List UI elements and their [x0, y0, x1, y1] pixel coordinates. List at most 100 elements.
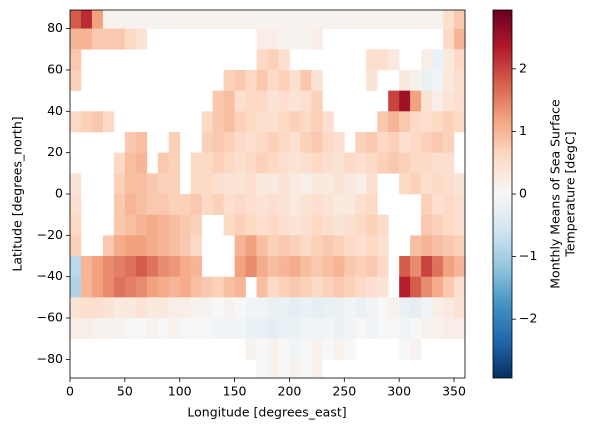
heatmap-cell: [333, 256, 345, 277]
heatmap-cell: [234, 131, 246, 153]
heatmap-cell: [135, 318, 148, 340]
heatmap-cell: [300, 69, 312, 91]
colorbar: [492, 9, 513, 379]
heatmap-cell: [289, 276, 301, 298]
heatmap-cell: [70, 297, 82, 319]
heatmap-cell: [157, 194, 170, 215]
heatmap-cell: [454, 69, 465, 91]
heatmap-cell: [91, 256, 104, 277]
heatmap-cell: [443, 111, 455, 133]
x-tick-label: 350: [442, 384, 466, 399]
heatmap-cell: [201, 194, 213, 215]
heatmap-cell: [70, 276, 82, 298]
heatmap-cell: [300, 256, 312, 277]
heatmap-cell: [124, 28, 137, 50]
heatmap-cell: [432, 318, 444, 340]
heatmap-cell: [399, 152, 411, 174]
heatmap-cell: [289, 131, 301, 153]
heatmap-cell: [311, 318, 323, 340]
heatmap-cell: [344, 318, 356, 340]
heatmap-cell: [410, 256, 422, 277]
heatmap-cell: [311, 28, 323, 50]
heatmap-cell: [102, 297, 115, 319]
heatmap-cell: [355, 256, 367, 277]
heatmap-cell: [201, 131, 213, 153]
heatmap-cell: [377, 276, 389, 298]
heatmap-cell: [179, 194, 191, 215]
y-tick-label: −60: [37, 310, 63, 325]
heatmap-cell: [146, 214, 159, 236]
heatmap-cell: [70, 28, 82, 50]
heatmap-cell: [443, 173, 455, 195]
heatmap-cell: [267, 69, 279, 91]
heatmap-cell: [421, 90, 433, 112]
heatmap-cell: [278, 359, 290, 378]
heatmap-cell: [256, 214, 268, 236]
x-tick-label: 300: [387, 384, 411, 399]
heatmap-cell: [410, 173, 422, 195]
heatmap-cell: [311, 69, 323, 91]
heatmap-cell: [278, 69, 290, 91]
heatmap-cell: [289, 297, 301, 319]
heatmap-cell: [344, 235, 356, 257]
heatmap-cell: [70, 69, 82, 91]
heatmap-cell: [135, 256, 148, 277]
heatmap-cell: [278, 10, 290, 29]
heatmap-cell: [300, 297, 312, 319]
heatmap-cell: [157, 318, 170, 340]
heatmap-cell: [201, 152, 213, 174]
heatmap-cell: [355, 318, 367, 340]
heatmap-cell: [157, 152, 170, 174]
heatmap-cell: [157, 10, 170, 29]
heatmap-cell: [124, 173, 137, 195]
heatmap-cell: [234, 90, 246, 112]
y-tick-label: 40: [47, 103, 63, 118]
heatmap-cell: [157, 214, 170, 236]
y-tick-label: 80: [47, 20, 63, 35]
heatmap-cell: [432, 297, 444, 319]
heatmap-cell: [377, 111, 389, 133]
heatmap-cell: [245, 152, 257, 174]
heatmap-cell: [278, 318, 290, 340]
heatmap-cell: [256, 359, 268, 378]
heatmap-cell: [322, 10, 334, 29]
heatmap-cell: [113, 194, 126, 215]
heatmap-cell: [146, 318, 159, 340]
heatmap-cell: [212, 173, 224, 195]
heatmap-cell: [355, 194, 367, 215]
heatmap-cell: [377, 214, 389, 236]
heatmap-cell: [267, 276, 279, 298]
heatmap-cell: [70, 256, 82, 277]
heatmap-cell: [454, 10, 465, 29]
heatmap-cell: [113, 152, 126, 174]
heatmap-cell: [443, 194, 455, 215]
heatmap-cell: [311, 90, 323, 112]
heatmap-cell: [377, 318, 389, 340]
heatmap-cell: [289, 173, 301, 195]
heatmap-cell: [311, 297, 323, 319]
heatmap-cell: [146, 194, 159, 215]
heatmap-cell: [443, 318, 455, 340]
heatmap-cell: [333, 152, 345, 174]
heatmap-cell: [223, 318, 235, 340]
heatmap-cell: [80, 318, 93, 340]
heatmap-cell: [410, 152, 422, 174]
heatmap-cell: [278, 276, 290, 298]
heatmap-cell: [355, 10, 367, 29]
heatmap-cell: [256, 235, 268, 257]
heatmap-cell: [388, 49, 400, 71]
heatmap-cell: [70, 10, 82, 29]
heatmap-cell: [113, 276, 126, 298]
heatmap-cell: [201, 297, 213, 319]
heatmap-cell: [212, 111, 224, 133]
heatmap-cell: [454, 214, 465, 236]
heatmap-cell: [454, 256, 465, 277]
heatmap-cell: [146, 10, 159, 29]
heatmap-cell: [212, 194, 224, 215]
heatmap-cell: [278, 297, 290, 319]
heatmap-cell: [355, 152, 367, 174]
heatmap-cell: [135, 214, 148, 236]
heatmap-cell: [322, 338, 334, 360]
heatmap-cell: [377, 256, 389, 277]
heatmap-cell: [256, 131, 268, 153]
